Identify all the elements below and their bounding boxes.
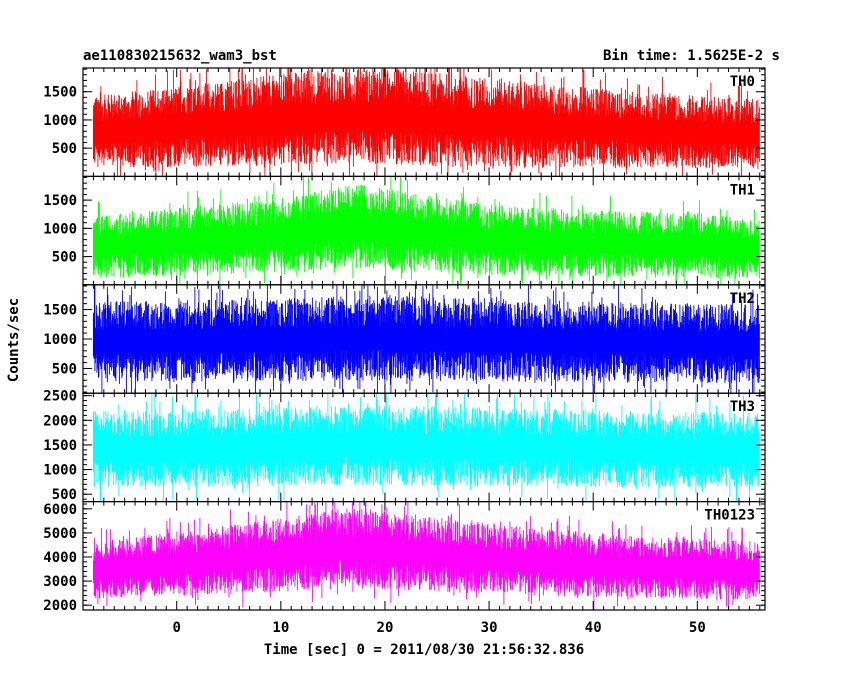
y-tick-label: 4000 <box>43 550 77 566</box>
chart-title-right: Bin time: 1.5625E-2 s <box>603 48 780 64</box>
x-tick-label: 20 <box>377 620 394 636</box>
y-tick-label: 500 <box>52 361 77 377</box>
y-tick-label: 2000 <box>43 598 77 614</box>
x-tick-label: 0 <box>172 620 180 636</box>
panel-th0123: 2000 3000 4000 5000 6000 TH0123 <box>43 501 766 614</box>
panel-th2: 500 1000 1500 TH2 <box>43 284 766 394</box>
y-tick-label: 1500 <box>43 438 77 454</box>
series-line-th0123 <box>92 501 760 610</box>
x-tick-label: 40 <box>585 620 602 636</box>
y-tick-label: 1000 <box>43 113 77 129</box>
series-line-th2 <box>92 284 760 394</box>
series-line-th1 <box>92 176 760 285</box>
y-tick-label: 500 <box>52 141 77 157</box>
panel-label: TH0123 <box>704 508 755 524</box>
y-tick-label: 500 <box>52 250 77 266</box>
panel-label: TH1 <box>730 182 755 198</box>
y-tick-label: 1000 <box>43 221 77 237</box>
y-tick-label: 2000 <box>43 413 77 429</box>
y-tick-label: 1000 <box>43 463 77 479</box>
panel-label: TH3 <box>730 399 755 415</box>
chart-title-left: ae110830215632_wam3_bst <box>83 48 277 64</box>
panel-label: TH2 <box>730 291 755 307</box>
panel-th3: 500 1000 1500 2000 2500 TH3 <box>43 389 766 503</box>
series-line-th3 <box>92 393 760 502</box>
x-tick-label: 50 <box>689 620 706 636</box>
y-tick-label: 6000 <box>43 502 77 518</box>
y-tick-label: 1500 <box>43 85 77 101</box>
y-tick-label: 500 <box>52 487 77 503</box>
y-tick-label: 1500 <box>43 193 77 209</box>
series-line-th0 <box>92 68 760 177</box>
panel-frame <box>82 501 766 611</box>
panel-th1: 500 1000 1500 TH1 <box>43 175 766 286</box>
y-tick-label: 3000 <box>43 574 77 590</box>
panel-th0: 500 1000 1500 TH0 <box>43 67 766 178</box>
y-axis-label: Counts/sec <box>6 298 22 382</box>
x-tick-label: 10 <box>272 620 289 636</box>
y-tick-label: 2500 <box>43 389 77 405</box>
x-tick-label: 30 <box>481 620 498 636</box>
y-tick-label: 5000 <box>43 526 77 542</box>
y-tick-label: 1500 <box>43 303 77 319</box>
x-axis-label: Time [sec] 0 = 2011/08/30 21:56:32.836 <box>264 642 584 658</box>
y-tick-label: 1000 <box>43 332 77 348</box>
panels-group: 50010001500TH050010001500TH150010001500T… <box>43 67 766 636</box>
panel-label: TH0 <box>730 74 755 90</box>
